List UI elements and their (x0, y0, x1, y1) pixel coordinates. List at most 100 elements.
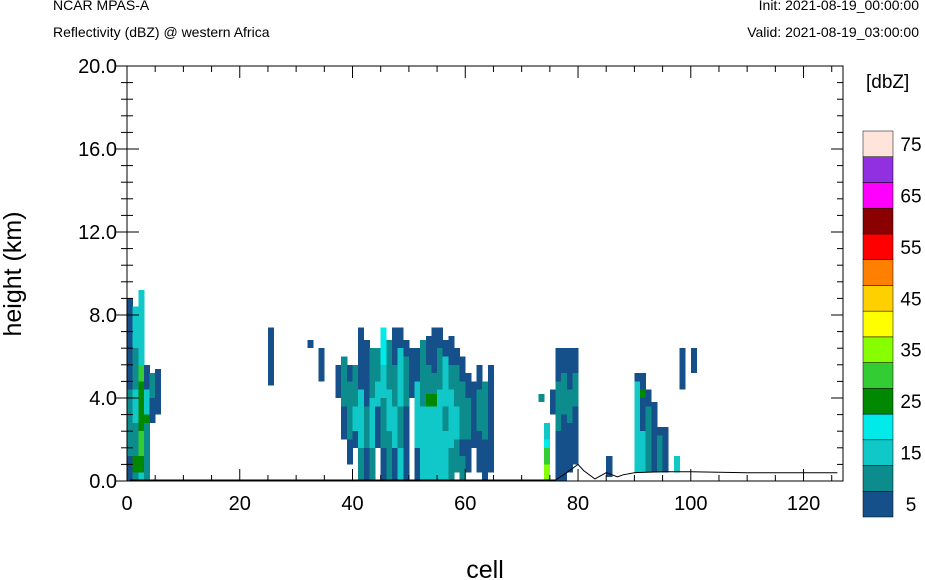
x-tick-label: 20 (229, 493, 251, 515)
reflectivity-cell (448, 447, 455, 481)
reflectivity-cell (476, 431, 483, 473)
reflectivity-cell (375, 348, 382, 382)
reflectivity-cell (132, 306, 139, 349)
reflectivity-cell (391, 327, 399, 365)
reflectivity-cell (420, 339, 427, 390)
reflectivity-cell (679, 348, 686, 390)
reflectivity-cell (572, 406, 579, 465)
colorbar-label: 55 (900, 238, 921, 259)
reflectivity-cell (690, 348, 697, 374)
x-axis-label: cell (466, 556, 504, 580)
reflectivity-cell (442, 339, 449, 357)
x-tick-label: 0 (121, 493, 132, 515)
reflectivity-cell (391, 406, 399, 448)
reflectivity-cell (634, 381, 641, 473)
reflectivity-cell (555, 431, 562, 481)
init-time: Init: 2021-08-19_00:00:00 (758, 0, 919, 13)
y-tick-label: 12.0 (78, 222, 117, 244)
y-tick-label: 8.0 (89, 305, 117, 327)
colorbar-label: 45 (900, 289, 921, 310)
reflectivity-cell (335, 364, 342, 398)
reflectivity-cell (132, 472, 139, 481)
colorbar-swatch (862, 336, 894, 363)
colorbar-label: 5 (906, 495, 917, 516)
reflectivity-cell (380, 364, 387, 398)
y-axis-label: height (km) (0, 211, 27, 336)
reflectivity-cell (414, 348, 421, 382)
reflectivity-cell (645, 406, 652, 473)
reflectivity-cell (544, 422, 551, 440)
reflectivity-cell (127, 456, 134, 481)
reflectivity-cell (459, 356, 466, 382)
colorbar-swatch (862, 413, 894, 441)
reflectivity-cell (651, 422, 658, 473)
reflectivity-cell (640, 373, 647, 390)
terrain-line (129, 463, 838, 481)
reflectivity-cell (487, 439, 494, 473)
reflectivity-cell (470, 381, 477, 448)
reflectivity-cell (606, 456, 613, 477)
y-tick-label: 4.0 (89, 388, 117, 410)
colorbar-unit: [dbZ] (866, 72, 909, 93)
reflectivity-cell (397, 406, 404, 448)
reflectivity-cell (341, 406, 348, 440)
reflectivity-cell (363, 447, 370, 481)
reflectivity-cell (482, 439, 489, 481)
reflectivity-cell (386, 389, 393, 432)
reflectivity-cell (561, 414, 568, 481)
reflectivity-cell (431, 406, 438, 481)
reflectivity-cell (414, 381, 421, 448)
reflectivity-cell (572, 373, 579, 407)
reflectivity-cell (138, 290, 145, 365)
reflectivity-cell (465, 398, 472, 440)
reflectivity-cell (425, 406, 432, 481)
reflectivity-cell (566, 389, 573, 423)
reflectivity-cell (459, 456, 466, 481)
reflectivity-cell (132, 422, 139, 457)
reflectivity-cell (403, 356, 410, 407)
reflectivity-cell (437, 348, 444, 390)
reflectivity-cell (127, 389, 134, 457)
colorbar-swatch (862, 310, 894, 338)
reflectivity-cell (138, 456, 145, 473)
reflectivity-cell (544, 464, 551, 481)
reflectivity-cell (549, 389, 556, 415)
colorbar-swatch (862, 362, 894, 389)
x-tick-label: 80 (567, 493, 589, 515)
reflectivity-cell (459, 439, 466, 457)
reflectivity-cell (656, 427, 663, 436)
valid-time: Valid: 2021-08-19_03:00:00 (747, 24, 919, 40)
reflectivity-cell (352, 431, 359, 448)
reflectivity-cell (397, 327, 404, 349)
x-tick-label: 100 (674, 493, 707, 515)
x-tick-label: 60 (454, 493, 476, 515)
colorbar-label: 75 (900, 135, 921, 156)
colorbar-label: 15 (900, 444, 921, 465)
reflectivity-cell (403, 406, 410, 481)
reflectivity-cell (341, 356, 348, 407)
reflectivity-cell (561, 373, 568, 415)
reflectivity-cell (346, 381, 353, 440)
reflectivity-cell (431, 393, 438, 407)
reflectivity-cell (634, 373, 641, 382)
reflectivity-cell (640, 431, 647, 473)
reflectivity-cell (437, 389, 444, 481)
reflectivity-cell (138, 431, 145, 457)
colorbar-swatch (862, 439, 894, 466)
reflectivity-cell (138, 381, 145, 432)
reflectivity-cells (127, 290, 697, 481)
colorbar-swatch (862, 156, 894, 183)
reflectivity-cell (566, 422, 573, 473)
reflectivity-cell (425, 393, 432, 407)
reflectivity-cell (386, 339, 393, 390)
reflectivity-cell (132, 389, 139, 423)
reflectivity-cell (375, 406, 382, 448)
reflectivity-cell (149, 398, 156, 423)
reflectivity-cell (132, 456, 139, 473)
reflectivity-cell (391, 447, 399, 481)
y-tick-label: 20.0 (78, 56, 117, 78)
reflectivity-cell (544, 447, 551, 465)
reflectivity-cell (363, 339, 370, 407)
reflectivity-cell (651, 402, 658, 423)
